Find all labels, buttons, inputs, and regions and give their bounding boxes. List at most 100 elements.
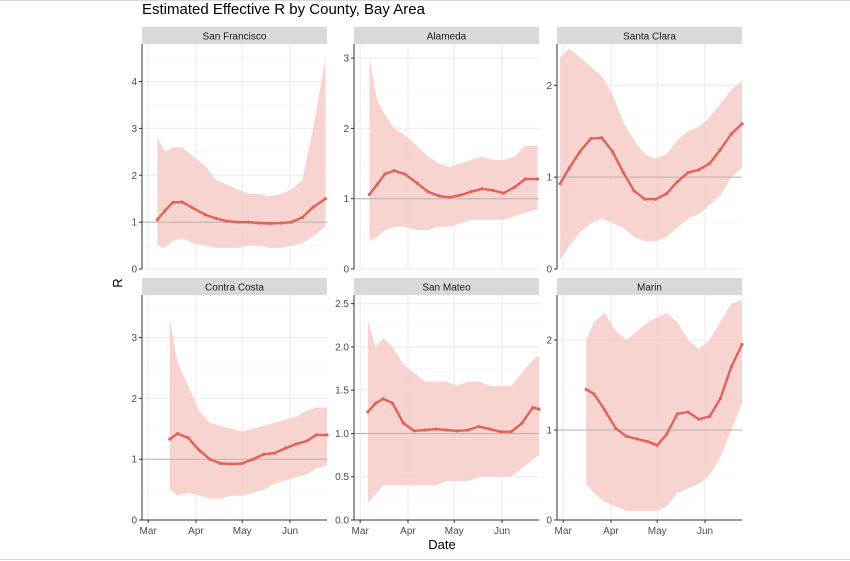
data-point — [180, 200, 184, 204]
y-tick-label: 2 — [546, 336, 552, 347]
facet-strip — [557, 27, 742, 44]
panel-contra-costa: 0 1 2 3 Mar Apr May Jun Contra Costa — [131, 278, 329, 537]
data-point — [163, 208, 167, 213]
data-point — [466, 428, 470, 432]
chart-title: Estimated Effective R by County, Bay Are… — [142, 1, 426, 18]
data-point — [191, 206, 195, 210]
y-tick-label: 2.5 — [335, 299, 349, 310]
data-point — [367, 192, 372, 197]
data-point — [567, 166, 571, 170]
x-tick-label: Jun — [697, 526, 713, 537]
data-point — [488, 427, 492, 431]
data-point — [740, 122, 744, 126]
facet-strip — [354, 27, 539, 44]
y-tick-label: 1 — [546, 173, 552, 184]
data-point — [251, 457, 255, 461]
data-point — [535, 177, 540, 181]
data-point — [509, 430, 513, 434]
y-tick-label: 4 — [131, 77, 137, 88]
data-point — [229, 462, 234, 466]
data-point — [697, 417, 701, 421]
estimate-line — [169, 432, 327, 466]
y-tick-label: 2 — [131, 394, 137, 405]
data-point — [366, 410, 370, 414]
y-tick-label: 3 — [343, 54, 349, 65]
x-tick-label: Mar — [555, 526, 573, 537]
data-point — [458, 193, 462, 197]
y-tick-label: 0 — [131, 516, 137, 527]
data-point — [655, 443, 659, 447]
data-point — [477, 424, 481, 429]
y-tick-label: 0.5 — [335, 472, 349, 483]
data-point — [603, 408, 607, 412]
data-point — [675, 412, 679, 416]
data-point — [434, 427, 438, 431]
data-point — [392, 168, 396, 173]
y-tick-label: 1.5 — [335, 386, 349, 397]
data-point — [558, 181, 562, 186]
data-point — [403, 172, 407, 176]
x-tick-label: Apr — [400, 526, 416, 537]
panel-marin: 0 1 2 Mar Apr May Jun Marin — [546, 278, 744, 537]
data-point — [520, 421, 524, 425]
confidence-band — [157, 58, 326, 248]
facet-strip — [142, 27, 327, 44]
data-point — [168, 437, 172, 441]
data-point — [186, 436, 190, 440]
x-axis-label: Date — [428, 537, 455, 552]
x-tick-label: May — [445, 526, 464, 537]
y-tick-label: 1 — [343, 194, 349, 205]
data-point — [600, 136, 604, 140]
data-point — [501, 191, 506, 195]
y-tick-label: 1 — [131, 218, 137, 229]
data-point — [300, 215, 304, 220]
facet-strip — [142, 278, 327, 295]
y-tick-label: 2 — [131, 171, 137, 182]
y-tick-label: 1.0 — [335, 429, 349, 440]
data-point — [523, 177, 527, 181]
data-point — [632, 189, 636, 193]
data-point — [214, 216, 218, 220]
confidence-band — [560, 48, 742, 260]
data-point — [646, 440, 650, 444]
data-point — [203, 213, 207, 217]
data-point — [423, 428, 427, 432]
panel-santa-clara: 0 1 2 Santa Clara — [546, 27, 744, 276]
data-point — [383, 172, 387, 176]
data-point — [175, 432, 180, 436]
y-tick-label: 1 — [131, 455, 137, 466]
confidence-band — [586, 299, 742, 511]
x-tick-label: Mar — [352, 526, 370, 537]
confidence-band — [369, 58, 538, 241]
data-point — [480, 187, 484, 191]
data-point — [240, 461, 244, 466]
bottom-border — [0, 559, 850, 560]
data-point — [401, 421, 405, 425]
facet-strip-label: Alameda — [427, 32, 467, 43]
data-point — [272, 451, 277, 455]
y-tick-label: 1 — [546, 426, 552, 437]
data-point — [498, 430, 503, 434]
data-point — [531, 405, 535, 410]
x-tick-label: May — [648, 526, 667, 537]
top-border — [0, 0, 850, 1]
data-point — [155, 218, 160, 222]
data-point — [686, 170, 690, 175]
data-point — [610, 149, 615, 154]
data-point — [268, 221, 272, 226]
data-point — [437, 194, 441, 198]
y-tick-label: 2 — [343, 124, 349, 135]
facet-strip — [557, 278, 742, 295]
data-point — [708, 161, 712, 165]
data-point — [197, 448, 201, 452]
facet-strip — [354, 278, 539, 295]
confidence-band — [169, 319, 327, 499]
data-point — [373, 401, 378, 405]
data-point — [283, 446, 287, 450]
data-point — [624, 434, 628, 438]
data-point — [469, 190, 473, 194]
data-point — [664, 432, 669, 437]
data-point — [621, 170, 625, 175]
y-tick-label: 0 — [546, 516, 552, 527]
data-point — [225, 219, 229, 223]
